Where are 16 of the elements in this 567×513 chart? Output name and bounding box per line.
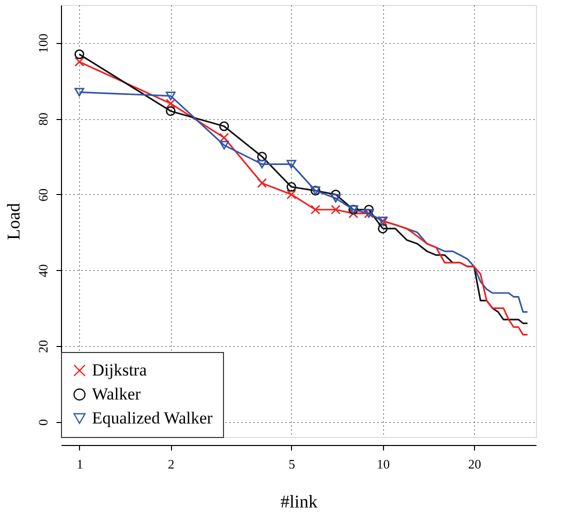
y-tick-label: 40 — [36, 264, 50, 278]
y-tick-label: 20 — [36, 340, 50, 354]
x-tick-label: 2 — [168, 456, 174, 472]
y-tick-label: 80 — [36, 112, 50, 126]
y-axis-title: Load — [4, 203, 24, 240]
legend-label: Dijkstra — [92, 360, 148, 380]
x-tick-label: 5 — [288, 456, 296, 472]
x-tick-label: 10 — [376, 456, 390, 472]
legend-label: Walker — [92, 384, 141, 404]
x-tick-label: 1 — [76, 456, 84, 472]
x-axis-title: #link — [280, 492, 318, 512]
y-tick-label: 60 — [36, 188, 50, 202]
y-tick-label: 100 — [36, 34, 50, 54]
legend-label: Equalized Walker — [92, 408, 213, 428]
y-tick-label: 0 — [36, 419, 50, 426]
x-tick-label: 20 — [468, 456, 482, 472]
